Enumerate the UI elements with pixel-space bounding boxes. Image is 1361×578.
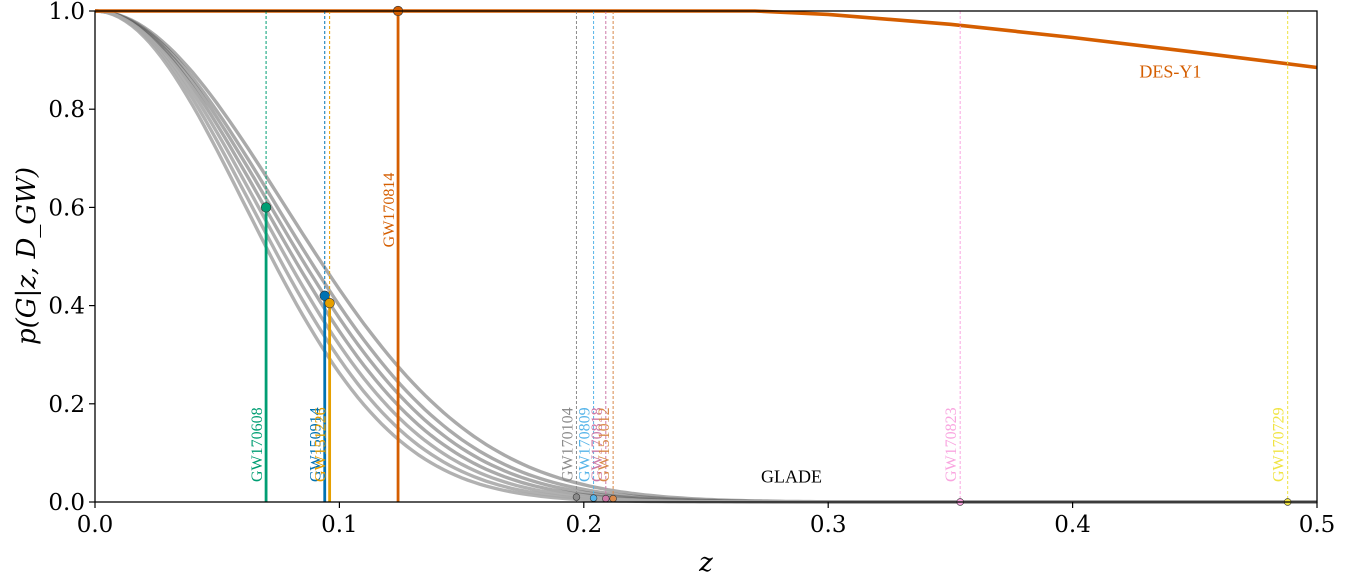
- x-tick-label: 0.4: [1054, 512, 1091, 538]
- x-tick-label: 0.0: [77, 512, 114, 538]
- y-tick-label: 0.2: [48, 392, 85, 418]
- event-label: GW151012: [596, 407, 613, 482]
- x-axis-title: z: [698, 548, 713, 578]
- event-marker: [602, 494, 610, 503]
- event-marker: [589, 494, 598, 502]
- annotations: DES-Y1 GLADE: [761, 61, 1201, 486]
- x-tick-label: 0.3: [810, 512, 847, 538]
- x-tick-label: 0.1: [321, 512, 358, 538]
- event-label: GW170809: [577, 407, 594, 482]
- event-label: GW170104: [560, 407, 577, 482]
- event-label: GW170823: [943, 407, 960, 482]
- event-label: GW170729: [1271, 407, 1288, 482]
- event-marker: [260, 202, 272, 213]
- x-axis-ticks: 0.0 0.1 0.2 0.3 0.4 0.5: [77, 502, 1336, 538]
- y-axis-title: p(G|z, D_GW): [12, 167, 42, 345]
- annotation-label: GLADE: [761, 466, 822, 486]
- des-y1-curve: [95, 9, 1318, 70]
- event-label: GW170818: [589, 407, 606, 482]
- y-tick-label: 0.8: [48, 97, 85, 123]
- event-label: GW151226: [313, 407, 330, 482]
- y-tick-label: 1.0: [48, 0, 85, 25]
- event-label: GW170814: [381, 173, 398, 248]
- x-tick-label: 0.5: [1299, 512, 1336, 538]
- event-label: GW150914: [308, 407, 325, 482]
- glade-curves: [94, 9, 1317, 504]
- y-tick-label: 0.0: [48, 490, 85, 516]
- x-tick-label: 0.2: [566, 512, 603, 538]
- y-axis-ticks: 0.0 0.2 0.4 0.6 0.8 1.0: [48, 0, 95, 516]
- event-marker: [572, 493, 581, 501]
- des-curve: [95, 9, 1318, 70]
- y-tick-label: 0.4: [48, 294, 85, 320]
- y-tick-label: 0.6: [48, 195, 85, 221]
- plot-frame: [94, 10, 1318, 503]
- event-label: GW170608: [249, 407, 266, 482]
- glade-curve: [94, 9, 1317, 504]
- event-marker: [609, 494, 617, 503]
- annotation-label: DES-Y1: [1139, 61, 1201, 81]
- event-marker: [324, 298, 335, 309]
- event-marker: [319, 290, 330, 301]
